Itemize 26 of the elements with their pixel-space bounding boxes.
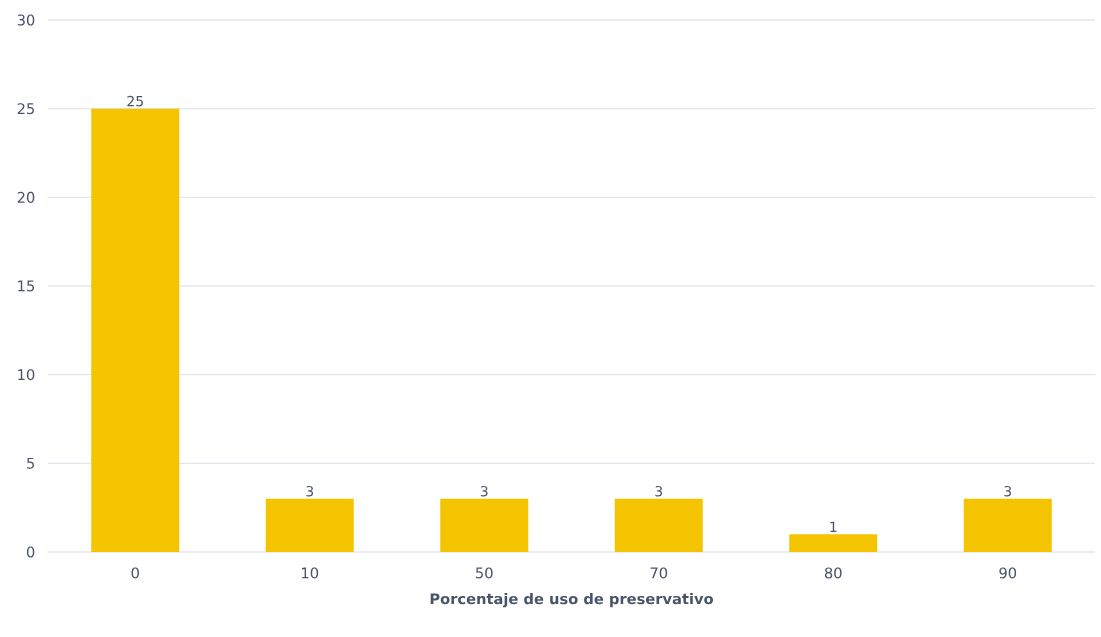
bar bbox=[789, 534, 878, 552]
x-tick-label: 80 bbox=[824, 567, 842, 579]
data-label: 3 bbox=[480, 485, 488, 497]
bar bbox=[91, 108, 180, 552]
y-tick-label: 15 bbox=[18, 280, 35, 292]
y-tick-label: 5 bbox=[27, 457, 35, 469]
x-tick-label: 70 bbox=[650, 567, 668, 579]
x-tick-label: 0 bbox=[131, 567, 139, 579]
y-tick-label: 10 bbox=[18, 369, 35, 381]
y-tick-label: 20 bbox=[17, 191, 35, 203]
bar bbox=[440, 498, 529, 552]
bar bbox=[614, 498, 703, 552]
x-tick-label: 50 bbox=[476, 567, 493, 579]
data-label: 3 bbox=[655, 485, 663, 497]
data-label: 25 bbox=[127, 95, 143, 107]
x-tick-label: 90 bbox=[999, 567, 1017, 579]
x-tick-label: 10 bbox=[302, 567, 319, 579]
data-label: 1 bbox=[830, 521, 837, 532]
y-tick-label: 25 bbox=[17, 103, 35, 115]
bar bbox=[265, 498, 354, 552]
data-label: 3 bbox=[1004, 485, 1012, 497]
y-tick-label: 0 bbox=[26, 546, 35, 558]
y-tick-label: 30 bbox=[17, 14, 35, 26]
data-label: 3 bbox=[306, 485, 314, 497]
bar bbox=[963, 498, 1052, 552]
x-axis-title: Porcentaje de uso de preservativo bbox=[430, 592, 713, 608]
